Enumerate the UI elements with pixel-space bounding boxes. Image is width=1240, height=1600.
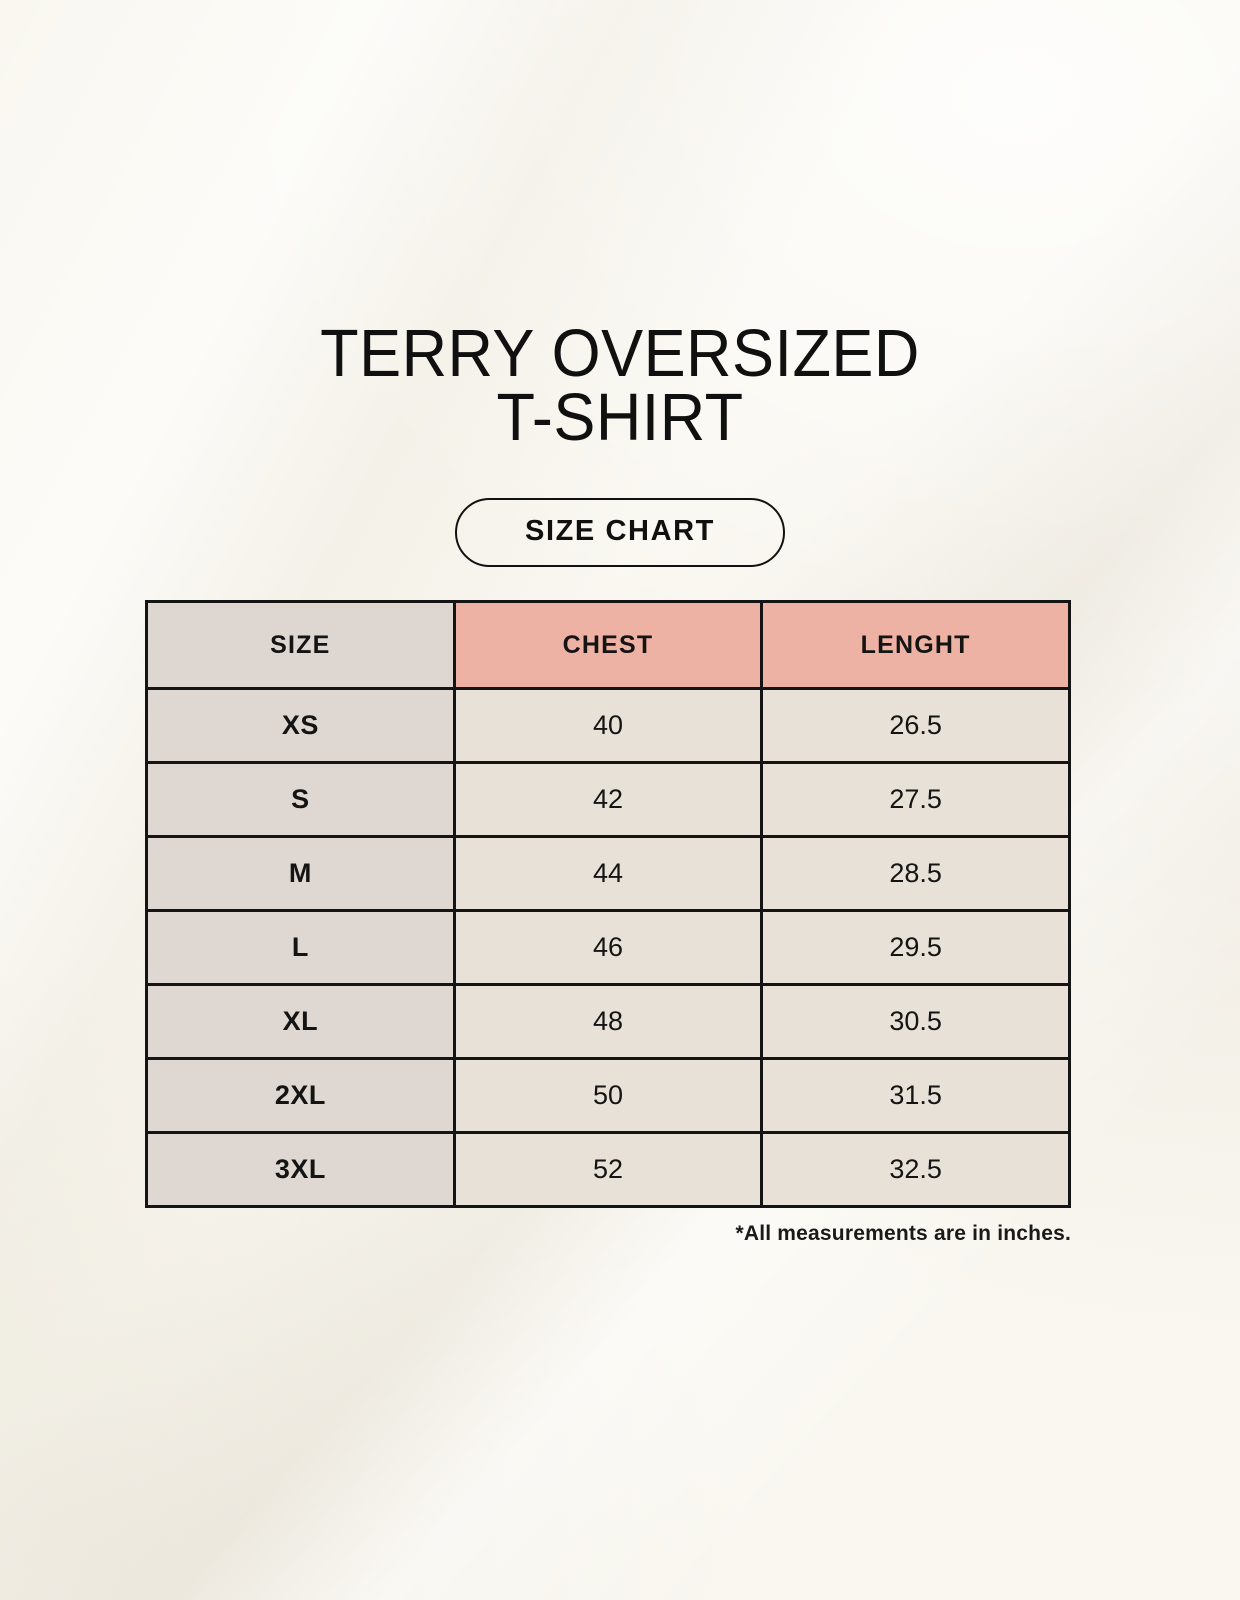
cell-length: 29.5 — [760, 909, 1071, 986]
cell-size: XS — [145, 687, 456, 764]
table-row: 2XL 50 31.5 — [145, 1057, 1071, 1134]
size-chart-pill-wrap: SIZE CHART — [0, 498, 1240, 567]
cell-chest: 42 — [452, 761, 764, 838]
cell-chest: 44 — [452, 835, 764, 912]
cell-length: 28.5 — [760, 835, 1071, 912]
cell-chest: 48 — [452, 983, 764, 1060]
size-table-header: SIZE CHEST LENGHT — [145, 600, 1071, 690]
size-chart-badge: SIZE CHART — [455, 498, 785, 567]
column-header-length: LENGHT — [760, 600, 1071, 690]
cell-length: 30.5 — [760, 983, 1071, 1060]
size-table: SIZE CHEST LENGHT XS 40 26.5 S 42 27.5 M — [145, 600, 1071, 1208]
table-row: XL 48 30.5 — [145, 983, 1071, 1060]
cell-size: S — [145, 761, 456, 838]
size-table-container: SIZE CHEST LENGHT XS 40 26.5 S 42 27.5 M — [145, 600, 1071, 1208]
size-table-body: XS 40 26.5 S 42 27.5 M 44 28.5 L 46 — [145, 687, 1071, 1208]
cell-chest: 52 — [452, 1131, 764, 1208]
cell-length: 27.5 — [760, 761, 1071, 838]
page-title: TERRY OVERSIZED T-SHIRT — [320, 316, 920, 455]
table-row: M 44 28.5 — [145, 835, 1071, 912]
cell-size: XL — [145, 983, 456, 1060]
cell-chest: 50 — [452, 1057, 764, 1134]
table-row: XS 40 26.5 — [145, 687, 1071, 764]
table-header-row: SIZE CHEST LENGHT — [145, 600, 1071, 690]
table-row: L 46 29.5 — [145, 909, 1071, 986]
column-header-size: SIZE — [145, 600, 456, 690]
table-row: 3XL 52 32.5 — [145, 1131, 1071, 1208]
cell-chest: 40 — [452, 687, 764, 764]
cell-length: 32.5 — [760, 1131, 1071, 1208]
cell-size: 2XL — [145, 1057, 456, 1134]
cell-size: 3XL — [145, 1131, 456, 1208]
cell-chest: 46 — [452, 909, 764, 986]
measurement-note: *All measurements are in inches. — [735, 1222, 1071, 1245]
cell-size: L — [145, 909, 456, 986]
cell-length: 26.5 — [760, 687, 1071, 764]
table-row: S 42 27.5 — [145, 761, 1071, 838]
column-header-chest: CHEST — [452, 600, 764, 690]
title-block: TERRY OVERSIZED T-SHIRT — [0, 316, 1240, 455]
cell-size: M — [145, 835, 456, 912]
cell-length: 31.5 — [760, 1057, 1071, 1134]
